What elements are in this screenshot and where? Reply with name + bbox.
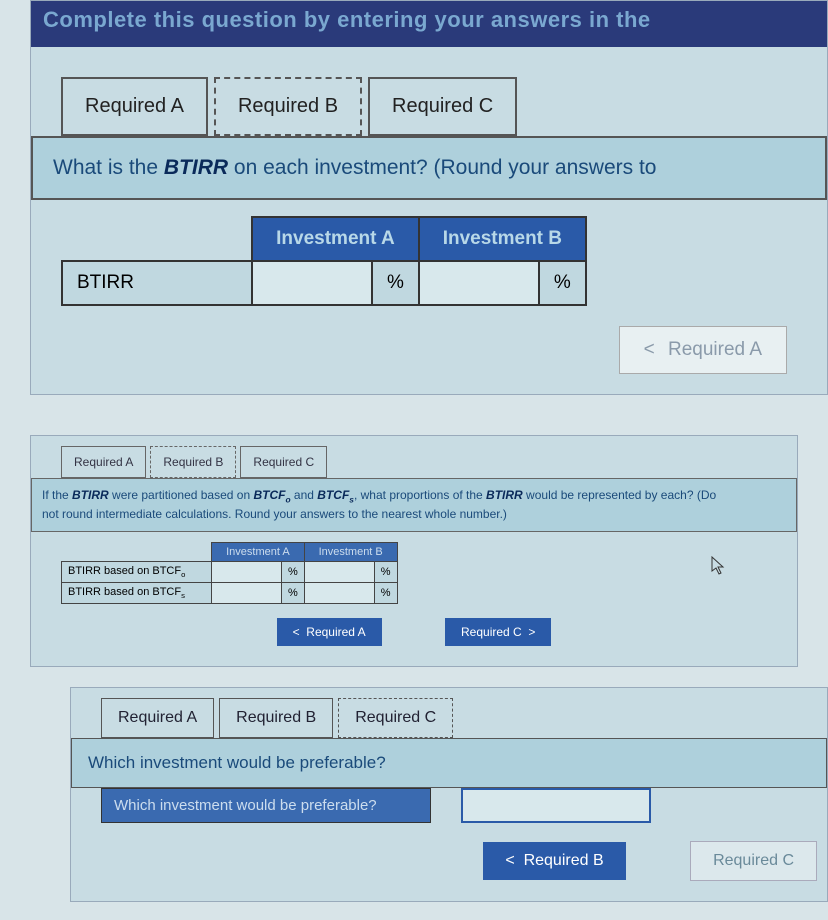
mouse-cursor-icon: [711, 556, 727, 581]
nav-prev-label: Required A: [668, 339, 762, 360]
pct2-a1: %: [282, 561, 305, 582]
tab3-required-a[interactable]: Required A: [101, 698, 214, 738]
tab2-required-b[interactable]: Required B: [150, 446, 236, 478]
row-btcfo: BTIRR based on BTCFo: [62, 561, 212, 582]
tabs-row-2: Required A Required B Required C: [61, 446, 797, 478]
answer-label: Which investment would be preferable?: [101, 788, 431, 823]
tab-required-b[interactable]: Required B: [214, 77, 362, 136]
nav3-prev[interactable]: < Required B: [483, 842, 625, 880]
input-btcfs-a[interactable]: [212, 583, 282, 604]
tab3-required-b[interactable]: Required B: [219, 698, 333, 738]
answer-row-3: Which investment would be preferable?: [101, 788, 827, 823]
col-investment-b: Investment B: [419, 217, 586, 261]
col2-investment-a: Investment A: [212, 542, 305, 561]
nav3-next[interactable]: Required C: [690, 841, 817, 881]
section-required-b-middle: Required A Required B Required C If the …: [30, 435, 798, 667]
q1-italic: BTIRR: [164, 156, 228, 179]
partition-table: Investment A Investment B BTIRR based on…: [61, 542, 398, 604]
input-btcfo-b[interactable]: [304, 561, 374, 582]
nav-row-2: < Required A Required C >: [31, 618, 797, 646]
row-btcfs: BTIRR based on BTCFs: [62, 583, 212, 604]
nav2-prev[interactable]: < Required A: [277, 618, 382, 646]
btirr-table: Investment A Investment B BTIRR % %: [61, 216, 587, 306]
col-investment-a: Investment A: [252, 217, 419, 261]
tabs-row-1: Required A Required B Required C: [61, 77, 827, 136]
q1-pre: What is the: [53, 156, 164, 179]
tab2-required-c[interactable]: Required C: [240, 446, 327, 478]
instruction-header: Complete this question by entering your …: [31, 1, 827, 47]
nav-row-3: < Required B Required C: [71, 841, 827, 881]
pct2-b2: %: [374, 583, 397, 604]
nav-prev-required-a[interactable]: < Required A: [619, 326, 787, 374]
chevron-left-icon: <: [505, 852, 514, 869]
col2-investment-b: Investment B: [304, 542, 397, 561]
input-btcfs-b[interactable]: [304, 583, 374, 604]
nav2-next[interactable]: Required C >: [445, 618, 551, 646]
tab2-required-a[interactable]: Required A: [61, 446, 146, 478]
tab3-required-c[interactable]: Required C: [338, 698, 453, 738]
tab-required-c[interactable]: Required C: [368, 77, 517, 136]
input-btirr-b[interactable]: [419, 261, 539, 305]
pct2-a2: %: [282, 583, 305, 604]
pct-label-b: %: [539, 261, 586, 305]
answer-select[interactable]: [461, 788, 651, 823]
question-text-3: Which investment would be preferable?: [71, 738, 827, 788]
section-required-c: Required A Required B Required C Which i…: [70, 687, 828, 902]
row-label-btirr: BTIRR: [62, 261, 252, 305]
tabs-row-3: Required A Required B Required C: [101, 698, 827, 738]
chevron-left-icon: <: [644, 339, 655, 360]
chevron-left-icon: <: [293, 625, 300, 639]
input-btirr-a[interactable]: [252, 261, 372, 305]
question-text-2: If the BTIRR were partitioned based on B…: [31, 478, 797, 532]
question-text-1: What is the BTIRR on each investment? (R…: [31, 136, 827, 200]
pct-label-a: %: [372, 261, 419, 305]
tab-required-a[interactable]: Required A: [61, 77, 208, 136]
section-required-b-top: Complete this question by entering your …: [30, 0, 828, 395]
q1-post: on each investment? (Round your answers …: [228, 156, 656, 179]
input-btcfo-a[interactable]: [212, 561, 282, 582]
pct2-b1: %: [374, 561, 397, 582]
chevron-right-icon: >: [528, 625, 535, 639]
